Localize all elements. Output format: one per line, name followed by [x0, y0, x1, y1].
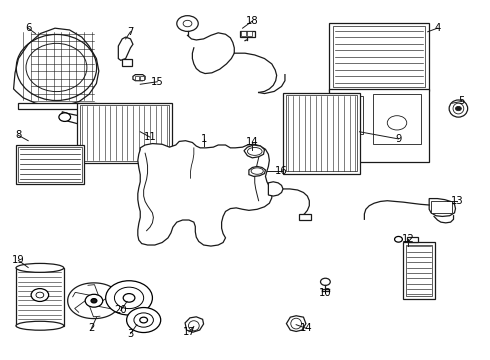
Bar	[283, 93, 360, 174]
Bar	[16, 268, 64, 326]
Bar	[241, 31, 246, 36]
Circle shape	[140, 317, 147, 323]
Polygon shape	[269, 182, 283, 196]
Ellipse shape	[251, 168, 263, 174]
Circle shape	[123, 294, 135, 302]
Circle shape	[31, 289, 49, 301]
Circle shape	[456, 107, 461, 111]
Text: 12: 12	[402, 234, 415, 244]
Text: 8: 8	[15, 130, 22, 140]
Bar	[122, 59, 132, 66]
Bar	[431, 202, 452, 213]
Polygon shape	[133, 75, 145, 81]
Text: 16: 16	[275, 166, 288, 176]
Circle shape	[59, 152, 71, 161]
Ellipse shape	[189, 321, 199, 331]
Circle shape	[36, 292, 44, 298]
Text: 1: 1	[200, 134, 207, 144]
Text: 18: 18	[246, 16, 259, 26]
Circle shape	[320, 278, 330, 285]
Text: 3: 3	[127, 329, 134, 339]
Text: 10: 10	[319, 288, 332, 297]
Text: 6: 6	[25, 23, 31, 33]
Ellipse shape	[291, 318, 301, 329]
Polygon shape	[14, 28, 99, 106]
Ellipse shape	[336, 105, 361, 119]
Polygon shape	[249, 166, 266, 176]
Polygon shape	[19, 103, 97, 109]
Text: 5: 5	[459, 96, 465, 107]
Text: 14: 14	[299, 323, 312, 333]
Circle shape	[85, 294, 103, 307]
Text: 19: 19	[12, 255, 25, 265]
Bar	[247, 31, 252, 36]
Ellipse shape	[16, 264, 64, 273]
Polygon shape	[68, 283, 120, 319]
Bar	[403, 242, 435, 298]
Bar	[334, 96, 363, 134]
Circle shape	[387, 116, 407, 130]
Circle shape	[59, 113, 71, 121]
Circle shape	[91, 298, 97, 303]
Bar	[135, 76, 139, 80]
Circle shape	[134, 313, 153, 327]
Bar	[19, 147, 82, 182]
Text: 17: 17	[183, 327, 196, 337]
Text: 15: 15	[151, 77, 164, 87]
Bar	[240, 31, 255, 37]
Bar	[333, 26, 425, 87]
Bar	[77, 103, 172, 163]
Text: 14: 14	[246, 138, 259, 148]
Bar	[407, 237, 418, 242]
Bar	[286, 95, 357, 171]
Bar	[298, 213, 311, 220]
Circle shape	[126, 307, 161, 333]
Polygon shape	[244, 145, 265, 158]
Bar	[373, 94, 421, 144]
Ellipse shape	[449, 100, 467, 117]
Text: 2: 2	[88, 323, 95, 333]
Polygon shape	[185, 317, 203, 332]
Text: 11: 11	[144, 132, 156, 142]
Bar	[329, 89, 429, 162]
Circle shape	[394, 237, 402, 242]
Polygon shape	[429, 199, 456, 216]
Polygon shape	[118, 37, 133, 60]
Text: 13: 13	[451, 197, 463, 206]
Text: 7: 7	[127, 27, 134, 37]
Bar	[140, 76, 144, 80]
Polygon shape	[138, 141, 272, 246]
Text: 20: 20	[115, 305, 127, 315]
Text: 9: 9	[395, 134, 402, 144]
Bar	[406, 245, 432, 296]
Circle shape	[340, 143, 357, 156]
Bar	[16, 145, 84, 184]
Bar	[80, 105, 169, 161]
Ellipse shape	[16, 321, 64, 330]
Circle shape	[177, 16, 198, 31]
Polygon shape	[287, 316, 306, 332]
Circle shape	[183, 20, 192, 27]
Bar	[329, 23, 429, 91]
Text: 4: 4	[434, 23, 441, 33]
Circle shape	[115, 287, 144, 309]
Circle shape	[106, 281, 152, 315]
Ellipse shape	[453, 103, 464, 114]
Ellipse shape	[247, 148, 262, 156]
